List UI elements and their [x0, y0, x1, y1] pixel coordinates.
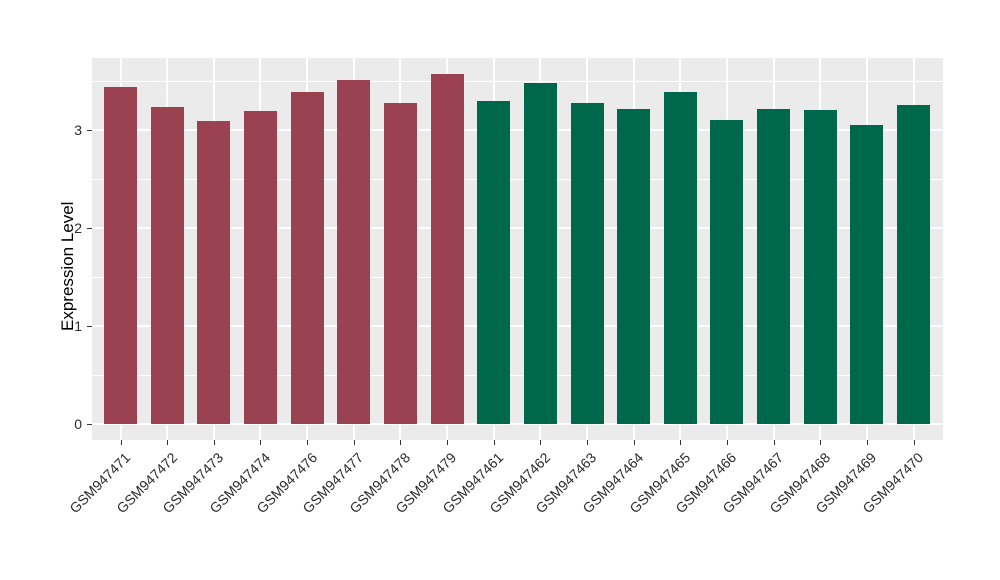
x-tick-mark	[540, 440, 542, 445]
y-tick-label: 0	[74, 416, 82, 432]
bar-GSM947463	[570, 102, 604, 424]
y-tick-label: 2	[74, 220, 82, 236]
bar-GSM947479	[430, 74, 464, 424]
gridline-major	[92, 227, 943, 229]
x-tick-mark	[773, 440, 775, 445]
bar-GSM947464	[617, 109, 651, 424]
bar-GSM947465	[663, 91, 697, 424]
bar-GSM947471	[104, 86, 137, 424]
bar-GSM947473	[197, 121, 231, 424]
bar-GSM947470	[897, 104, 931, 424]
gridline-minor	[92, 81, 943, 82]
x-tick-mark	[913, 440, 915, 445]
x-tick-mark	[167, 440, 169, 445]
x-tick-mark	[353, 440, 355, 445]
x-tick-mark	[633, 440, 635, 445]
x-tick-mark	[680, 440, 682, 445]
bar-GSM947477	[337, 80, 371, 424]
x-tick-mark	[820, 440, 822, 445]
bar-GSM947472	[150, 107, 184, 424]
x-tick-mark	[260, 440, 262, 445]
x-tick-mark	[120, 440, 122, 445]
y-tick-mark	[87, 228, 92, 229]
bar-GSM947461	[477, 100, 511, 424]
y-tick-mark	[87, 424, 92, 425]
bar-GSM947474	[243, 111, 277, 424]
y-tick-label: 3	[74, 122, 82, 138]
x-tick-mark	[866, 440, 868, 445]
y-tick-mark	[87, 326, 92, 327]
x-tick-mark	[493, 440, 495, 445]
gridline-minor	[92, 179, 943, 180]
y-tick-mark	[87, 130, 92, 131]
bar-GSM947468	[803, 110, 837, 424]
x-tick-mark	[400, 440, 402, 445]
bar-GSM947466	[710, 120, 744, 424]
gridline-minor	[92, 277, 943, 278]
gridline-major	[92, 325, 943, 327]
x-tick-mark	[447, 440, 449, 445]
bar-GSM947476	[290, 91, 324, 424]
bar-GSM947469	[850, 125, 884, 424]
bar-GSM947462	[523, 82, 557, 424]
plot-panel	[92, 58, 943, 440]
gridline-major	[92, 423, 943, 425]
x-tick-mark	[587, 440, 588, 445]
bar-GSM947478	[383, 102, 417, 424]
x-tick-mark	[213, 440, 215, 445]
x-tick-mark	[726, 440, 728, 445]
gridline-major	[92, 129, 943, 131]
gridline-minor	[92, 375, 943, 376]
x-tick-mark	[307, 440, 309, 445]
y-tick-label: 1	[74, 318, 82, 334]
bar-GSM947467	[757, 109, 791, 424]
